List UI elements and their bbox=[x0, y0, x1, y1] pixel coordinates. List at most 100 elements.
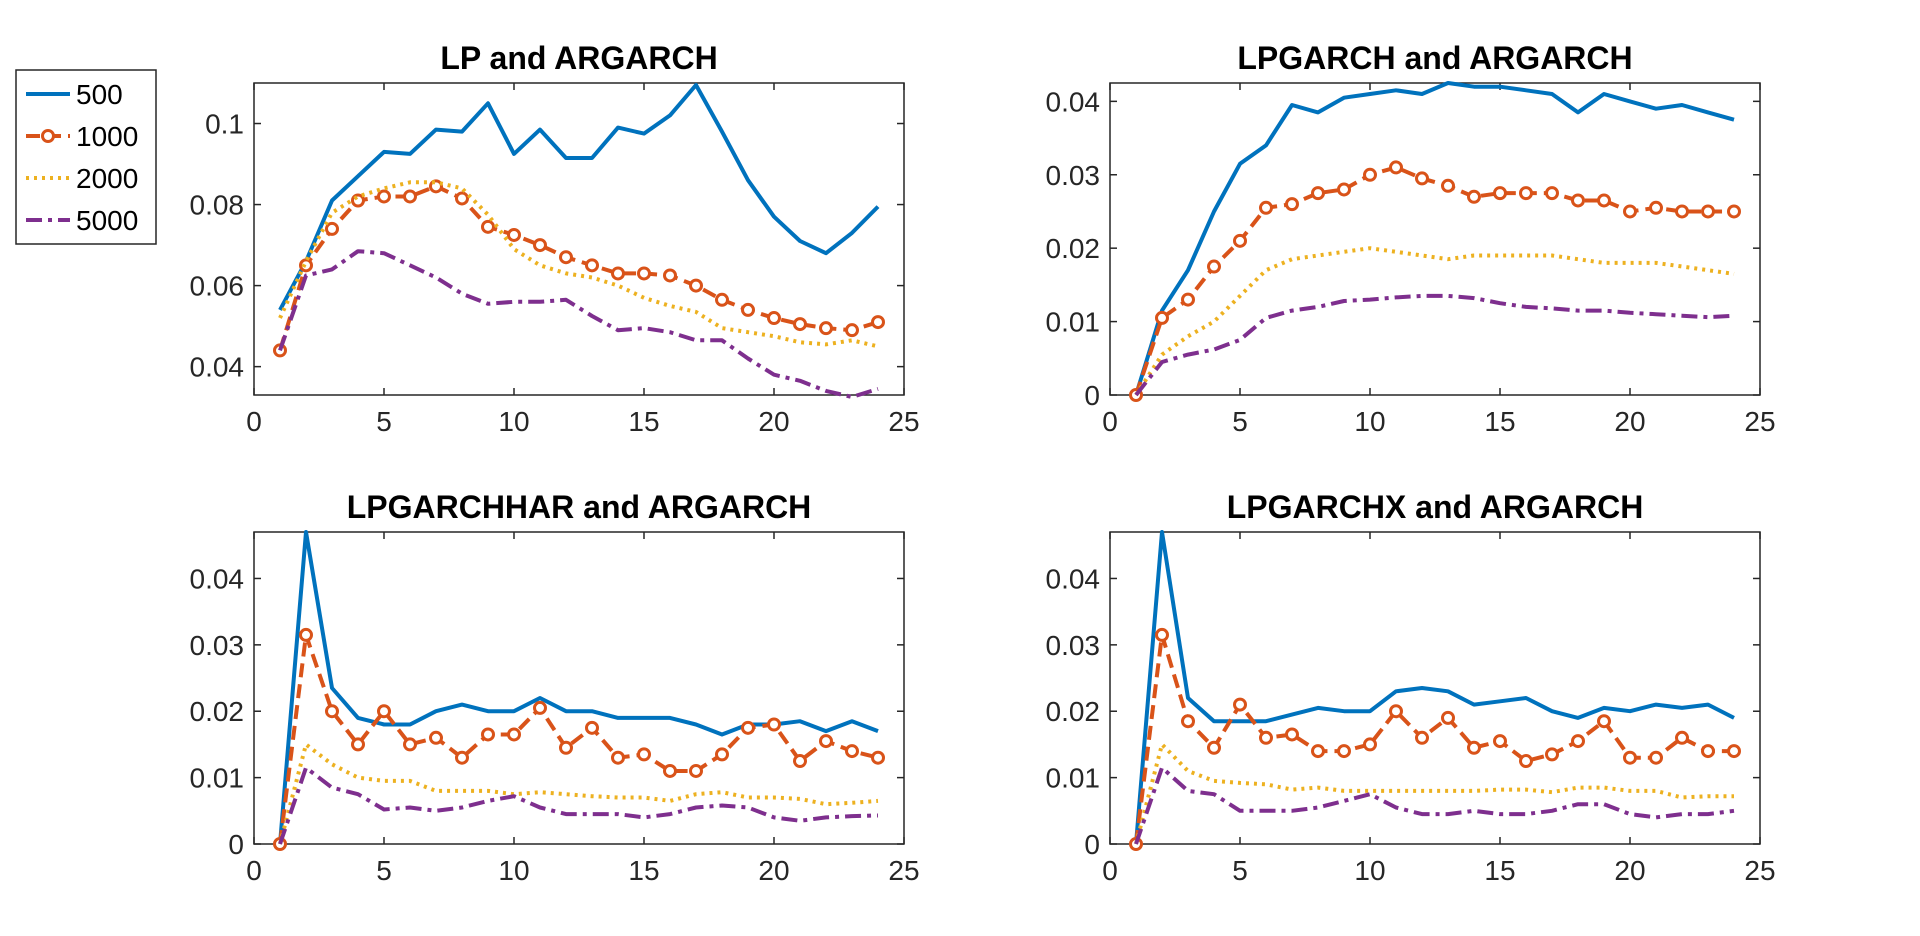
data-point-1000 bbox=[1233, 233, 1247, 248]
data-point-1000 bbox=[1285, 727, 1299, 742]
data-point-1000 bbox=[1259, 200, 1273, 215]
data-point-1000 bbox=[507, 727, 521, 742]
plot-area bbox=[253, 531, 905, 845]
y-tick-label: 0.03 bbox=[1046, 160, 1101, 191]
series-line-2000 bbox=[278, 742, 879, 845]
data-point-1000 bbox=[845, 744, 859, 759]
data-point-1000 bbox=[559, 250, 573, 265]
x-tick-label: 20 bbox=[1614, 406, 1645, 437]
data-point-1000 bbox=[1571, 734, 1585, 749]
data-point-1000 bbox=[1649, 750, 1663, 765]
data-point-1000 bbox=[1207, 740, 1221, 755]
data-point-1000 bbox=[689, 278, 703, 293]
x-tick-label: 10 bbox=[1354, 406, 1385, 437]
data-point-1000 bbox=[1727, 204, 1741, 219]
x-tick-label: 0 bbox=[1102, 855, 1118, 886]
series-line-1000 bbox=[278, 632, 879, 845]
data-point-1000 bbox=[637, 266, 651, 281]
series-line-500 bbox=[278, 83, 880, 311]
data-point-1000 bbox=[533, 238, 547, 253]
x-tick-label: 5 bbox=[376, 855, 392, 886]
data-point-1000 bbox=[1545, 747, 1559, 762]
data-point-1000 bbox=[793, 317, 807, 332]
data-point-1000 bbox=[1467, 189, 1481, 204]
legend-label-5000: 5000 bbox=[76, 205, 138, 236]
data-point-1000 bbox=[455, 191, 469, 206]
legend-label-500: 500 bbox=[76, 79, 123, 110]
y-tick-label: 0.03 bbox=[190, 630, 245, 661]
data-point-1000 bbox=[1285, 197, 1299, 212]
data-point-1000 bbox=[767, 717, 781, 732]
x-tick-label: 20 bbox=[758, 406, 789, 437]
y-tick-label: 0.1 bbox=[205, 109, 244, 140]
data-point-1000 bbox=[1181, 292, 1195, 307]
legend-box bbox=[15, 69, 157, 245]
data-point-1000 bbox=[1623, 204, 1637, 219]
data-point-1000 bbox=[1597, 714, 1611, 729]
y-tick-label: 0.02 bbox=[1046, 233, 1101, 264]
data-point-1000 bbox=[715, 747, 729, 762]
data-point-1000 bbox=[1727, 744, 1741, 759]
data-point-1000 bbox=[741, 302, 755, 317]
chart-title: LP and ARGARCH bbox=[440, 40, 717, 76]
legend-label-2000: 2000 bbox=[76, 163, 138, 194]
data-point-1000 bbox=[533, 700, 547, 715]
data-point-1000 bbox=[663, 763, 677, 778]
data-point-1000 bbox=[403, 189, 417, 204]
y-tick-label: 0.01 bbox=[1046, 763, 1101, 794]
data-point-1000 bbox=[1571, 193, 1585, 208]
data-point-1000 bbox=[1337, 744, 1351, 759]
data-point-1000 bbox=[403, 737, 417, 752]
data-point-1000 bbox=[663, 268, 677, 283]
x-tick-label: 10 bbox=[498, 855, 529, 886]
chart-title: LPGARCHHAR and ARGARCH bbox=[347, 489, 812, 525]
data-point-1000 bbox=[767, 311, 781, 326]
x-tick-label: 0 bbox=[1102, 406, 1118, 437]
y-tick-label: 0 bbox=[1084, 829, 1100, 860]
legend-marker-1000 bbox=[41, 129, 55, 143]
data-point-1000 bbox=[1545, 186, 1559, 201]
data-point-1000 bbox=[299, 627, 313, 642]
x-tick-label: 0 bbox=[246, 406, 262, 437]
data-point-1000 bbox=[1415, 171, 1429, 186]
data-point-1000 bbox=[1675, 730, 1689, 745]
y-tick-label: 0.04 bbox=[1046, 563, 1101, 594]
data-point-1000 bbox=[585, 258, 599, 273]
x-tick-label: 25 bbox=[1744, 406, 1775, 437]
series-line-5000 bbox=[1134, 293, 1735, 397]
y-tick-label: 0.04 bbox=[190, 563, 245, 594]
y-tick-label: 0 bbox=[228, 829, 244, 860]
plot-area bbox=[253, 82, 905, 396]
y-tick-label: 0.04 bbox=[1046, 86, 1101, 117]
data-point-1000 bbox=[741, 720, 755, 735]
x-tick-label: 5 bbox=[376, 406, 392, 437]
data-point-1000 bbox=[1207, 259, 1221, 274]
data-point-1000 bbox=[1233, 697, 1247, 712]
x-tick-label: 25 bbox=[888, 855, 919, 886]
series-line-5000 bbox=[278, 249, 879, 399]
y-tick-label: 0.03 bbox=[1046, 630, 1101, 661]
data-point-1000 bbox=[325, 221, 339, 236]
data-point-1000 bbox=[689, 763, 703, 778]
data-point-1000 bbox=[585, 720, 599, 735]
data-point-1000 bbox=[1519, 754, 1533, 769]
data-point-1000 bbox=[1441, 178, 1455, 193]
x-tick-label: 20 bbox=[758, 855, 789, 886]
data-point-1000 bbox=[1363, 737, 1377, 752]
data-point-1000 bbox=[793, 754, 807, 769]
series-line-2000 bbox=[278, 180, 879, 349]
data-point-1000 bbox=[1311, 186, 1325, 201]
y-tick-label: 0.04 bbox=[190, 352, 245, 383]
data-point-1000 bbox=[455, 750, 469, 765]
y-tick-label: 0.02 bbox=[190, 696, 245, 727]
x-tick-label: 15 bbox=[628, 406, 659, 437]
y-tick-label: 0.06 bbox=[190, 271, 245, 302]
y-tick-label: 0.08 bbox=[190, 190, 245, 221]
data-point-1000 bbox=[637, 747, 651, 762]
data-point-1000 bbox=[1493, 734, 1507, 749]
data-point-1000 bbox=[1389, 160, 1403, 175]
data-point-1000 bbox=[611, 266, 625, 281]
y-tick-label: 0.01 bbox=[1046, 307, 1101, 338]
data-point-1000 bbox=[611, 750, 625, 765]
